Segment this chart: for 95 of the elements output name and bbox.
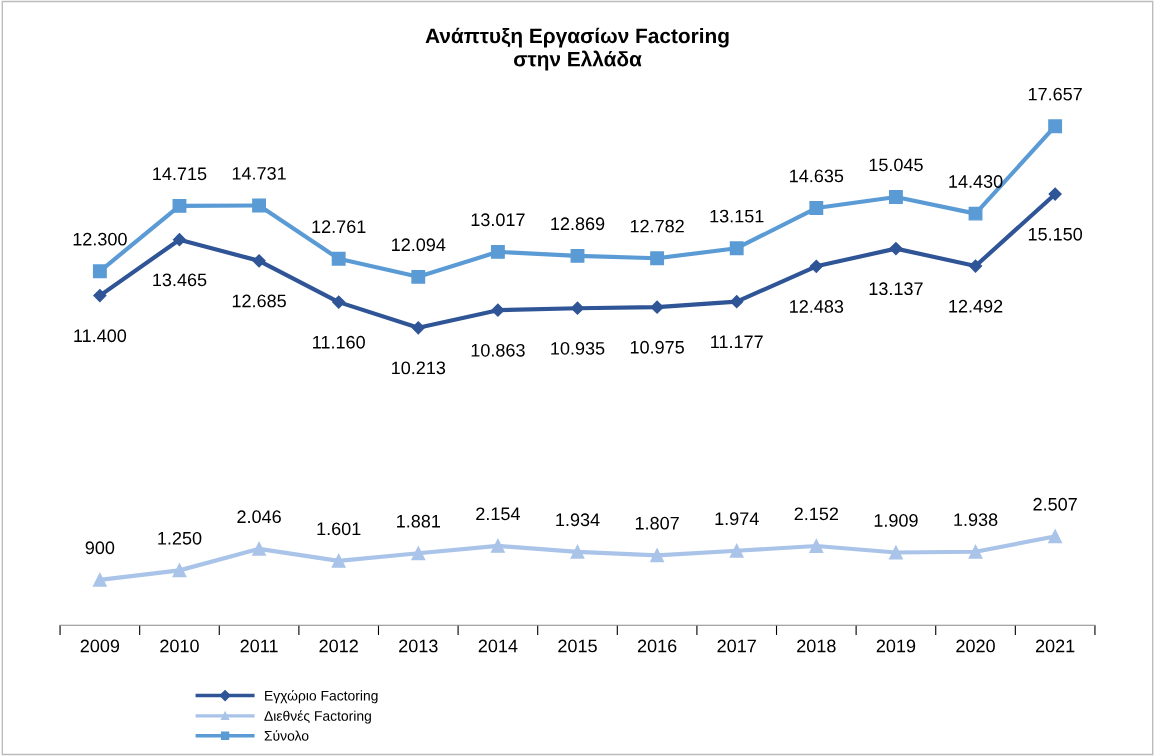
x-tick-label: 2009 bbox=[80, 639, 120, 653]
point bbox=[490, 244, 505, 259]
x-tick-label: 2019 bbox=[876, 639, 916, 653]
x-tick-label: 2014 bbox=[478, 639, 518, 653]
data-label: 12.094 bbox=[392, 238, 446, 252]
x-tick-label: 2016 bbox=[637, 639, 677, 653]
point bbox=[650, 300, 664, 314]
point bbox=[570, 301, 585, 315]
data-label: 1.807 bbox=[635, 516, 679, 530]
data-label: 12.685 bbox=[232, 294, 286, 308]
x-tick-label: 2017 bbox=[717, 639, 756, 653]
data-label: 15.045 bbox=[869, 158, 923, 172]
point bbox=[889, 242, 903, 256]
data-label: 12.300 bbox=[73, 232, 127, 246]
data-label: 10.975 bbox=[630, 340, 684, 354]
point bbox=[968, 544, 983, 559]
data-label: 10.935 bbox=[551, 341, 605, 355]
point bbox=[252, 541, 267, 556]
x-tick-label: 2013 bbox=[399, 639, 438, 653]
data-label: 17.657 bbox=[1028, 87, 1082, 101]
chart-title: Ανάπτυξη Εργασίων Factoring στην Ελλάδα bbox=[425, 27, 729, 71]
point bbox=[888, 190, 903, 204]
data-label: 1.974 bbox=[715, 512, 759, 526]
point bbox=[809, 201, 824, 216]
point bbox=[332, 295, 346, 309]
data-label: 10.213 bbox=[392, 361, 446, 375]
point bbox=[411, 546, 426, 561]
data-label: 12.761 bbox=[312, 220, 366, 234]
point bbox=[650, 548, 665, 563]
point bbox=[92, 264, 107, 279]
point bbox=[888, 545, 903, 560]
point bbox=[570, 544, 585, 559]
data-label: 14.430 bbox=[949, 175, 1003, 188]
data-label: 10.863 bbox=[471, 343, 525, 357]
data-label: 1.881 bbox=[397, 514, 440, 528]
point bbox=[809, 539, 824, 553]
point bbox=[93, 289, 107, 303]
point bbox=[968, 206, 983, 221]
data-label: 15.150 bbox=[1028, 227, 1083, 241]
data-label: 14.635 bbox=[790, 169, 844, 183]
point bbox=[570, 248, 585, 263]
point bbox=[730, 295, 744, 309]
x-tick-label: 2018 bbox=[797, 639, 836, 653]
data-label: 14.715 bbox=[153, 167, 207, 181]
data-label: 11.400 bbox=[74, 329, 127, 343]
legend-label: Εγχώριο Factoring bbox=[265, 689, 378, 704]
data-label: 13.017 bbox=[471, 213, 525, 227]
x-tick-label: 2021 bbox=[1035, 639, 1075, 653]
point bbox=[172, 198, 187, 213]
x-tick-label: 2015 bbox=[558, 639, 597, 653]
data-label: 2.152 bbox=[794, 507, 839, 521]
point bbox=[252, 198, 267, 213]
legend-label: Διεθνές Factoring bbox=[264, 710, 371, 724]
data-label: 12.492 bbox=[949, 299, 1003, 313]
point bbox=[809, 259, 823, 273]
data-label: 12.483 bbox=[790, 300, 844, 313]
point bbox=[491, 303, 505, 317]
data-label: 13.137 bbox=[869, 282, 923, 296]
point bbox=[411, 321, 425, 335]
data-label: 12.782 bbox=[630, 219, 684, 233]
data-label: 2.507 bbox=[1033, 497, 1077, 511]
data-label: 1.601 bbox=[317, 522, 361, 536]
data-label: 2.154 bbox=[476, 507, 520, 521]
x-tick-label: 2011 bbox=[240, 639, 278, 653]
x-tick-label: 2020 bbox=[956, 639, 995, 653]
data-label: 13.151 bbox=[710, 209, 764, 223]
point bbox=[172, 233, 187, 247]
point bbox=[1048, 529, 1063, 544]
x-tick-label: 2012 bbox=[319, 639, 358, 653]
data-label: 13.465 bbox=[153, 273, 207, 287]
point bbox=[1048, 187, 1062, 201]
point bbox=[92, 572, 107, 587]
point bbox=[252, 254, 266, 268]
point bbox=[331, 553, 346, 568]
point bbox=[650, 251, 665, 266]
point bbox=[411, 269, 426, 284]
point bbox=[968, 259, 983, 273]
x-tick-label: 2010 bbox=[160, 639, 199, 653]
data-label: 1.938 bbox=[954, 513, 998, 527]
data-label: 14.731 bbox=[232, 166, 286, 180]
data-label: 1.250 bbox=[158, 531, 202, 545]
data-label: 900 bbox=[85, 541, 115, 555]
point bbox=[172, 563, 187, 578]
data-label: 11.177 bbox=[711, 335, 763, 348]
point bbox=[729, 241, 744, 256]
point bbox=[331, 251, 346, 266]
data-label: 2.046 bbox=[237, 510, 281, 524]
data-label: 12.869 bbox=[551, 217, 605, 231]
data-label: 1.934 bbox=[556, 513, 600, 527]
legend-label: Σύνολο bbox=[264, 730, 309, 741]
data-label: 11.160 bbox=[313, 335, 365, 349]
point bbox=[490, 538, 505, 553]
point bbox=[729, 543, 744, 558]
data-label: 1.909 bbox=[874, 514, 918, 527]
point bbox=[1048, 119, 1063, 134]
